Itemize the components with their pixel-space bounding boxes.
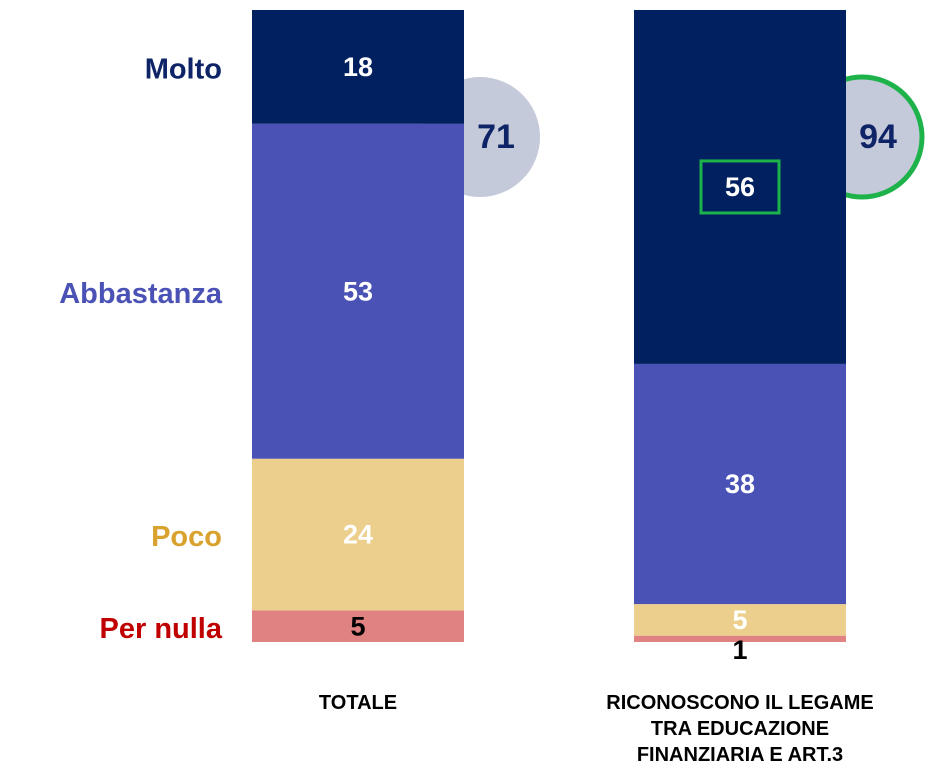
data-label: 53	[343, 276, 373, 306]
data-label: 1	[732, 635, 747, 665]
data-label: 38	[725, 469, 755, 499]
bar-segment	[634, 635, 846, 642]
bar-segment	[252, 610, 464, 642]
highlight-box	[699, 159, 781, 215]
bar-segment	[252, 458, 464, 611]
legend-label: Poco	[151, 521, 222, 553]
bar-segment	[252, 10, 464, 124]
bar-segment	[252, 123, 464, 459]
legend-label: Per nulla	[100, 613, 223, 645]
data-label: 24	[343, 520, 373, 550]
data-label: 56	[725, 172, 755, 202]
legend-label: Molto	[145, 54, 222, 86]
legend-label: Abbastanza	[59, 278, 223, 310]
data-label: 18	[343, 52, 373, 82]
bar-segment	[634, 604, 846, 636]
data-label: 5	[350, 611, 365, 641]
total-label: 71	[477, 118, 515, 156]
category-label: TOTALE	[318, 692, 398, 714]
bar-segment	[634, 10, 846, 364]
category-label: RICONOSCONO IL LEGAME TRA EDUCAZIONE FIN…	[606, 692, 874, 766]
data-label: 5	[732, 605, 747, 635]
total-label: 94	[859, 118, 897, 156]
bar-segment	[634, 363, 846, 605]
